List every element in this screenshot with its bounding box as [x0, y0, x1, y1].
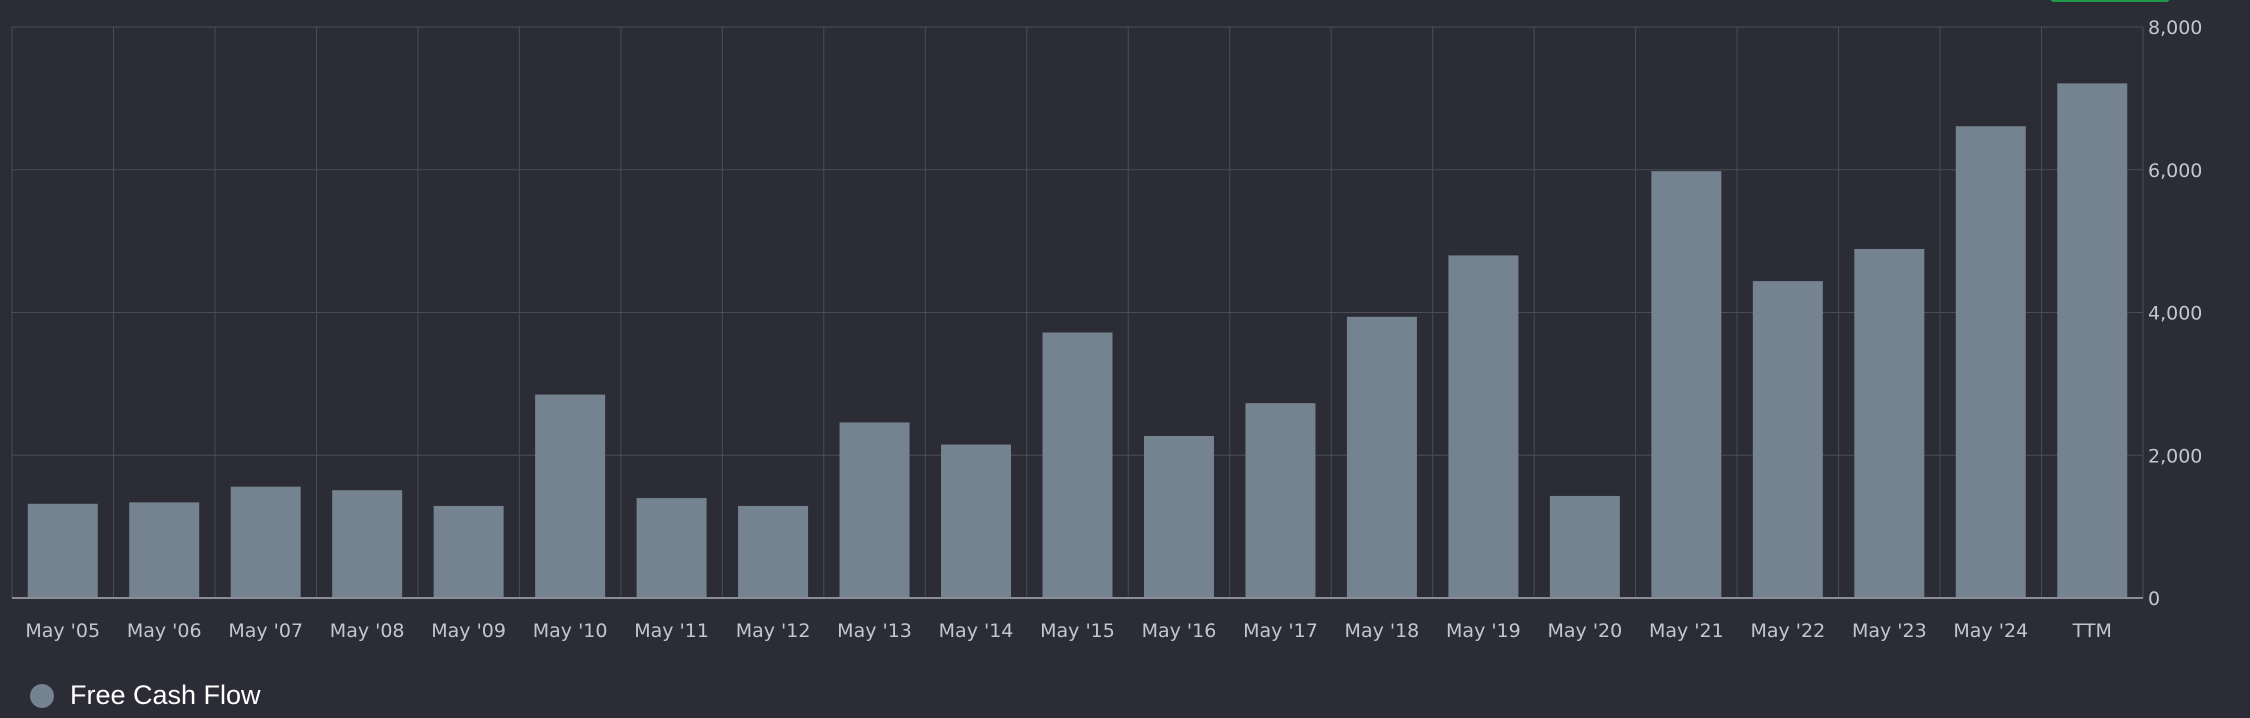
- y-tick-label: 0: [2148, 588, 2160, 610]
- bar[interactable]: [230, 486, 301, 598]
- x-tick-label: May '07: [228, 620, 303, 642]
- x-tick-label: May '13: [837, 620, 912, 642]
- bars-layer: [27, 83, 2128, 599]
- y-tick-label: 6,000: [2148, 160, 2202, 182]
- x-tick-label: May '18: [1345, 620, 1420, 642]
- x-tick-label: May '14: [939, 620, 1014, 642]
- axis-layer: 0 2,000 4,000 6,000 8,000 May '05 May '06 May '…: [12, 17, 2202, 642]
- bar[interactable]: [738, 505, 809, 598]
- y-tick-label: 8,000: [2148, 17, 2202, 39]
- x-tick-label: May '21: [1649, 620, 1724, 642]
- bar[interactable]: [1042, 332, 1113, 598]
- bar[interactable]: [1955, 126, 2026, 599]
- x-tick-label: May '10: [533, 620, 608, 642]
- x-tick-label: May '09: [431, 620, 506, 642]
- bar[interactable]: [1346, 316, 1417, 598]
- bar[interactable]: [433, 505, 504, 598]
- bar[interactable]: [1549, 495, 1620, 598]
- x-tick-label: May '16: [1142, 620, 1217, 642]
- bar[interactable]: [27, 503, 98, 598]
- bar[interactable]: [332, 490, 403, 598]
- bar[interactable]: [1854, 248, 1925, 598]
- x-tick-label: May '05: [25, 620, 100, 642]
- x-tick-label: May '23: [1852, 620, 1927, 642]
- bar[interactable]: [1245, 403, 1316, 598]
- bar[interactable]: [2057, 83, 2128, 599]
- x-tick-label: May '20: [1548, 620, 1623, 642]
- bar[interactable]: [1143, 435, 1214, 598]
- x-tick-label: May '08: [330, 620, 405, 642]
- bar[interactable]: [1448, 255, 1519, 598]
- bar[interactable]: [1651, 171, 1722, 599]
- y-tick-label: 2,000: [2148, 445, 2202, 467]
- bar[interactable]: [1752, 281, 1823, 598]
- x-tick-label: May '17: [1243, 620, 1318, 642]
- x-tick-label: May '15: [1040, 620, 1115, 642]
- x-tick-label: May '12: [736, 620, 811, 642]
- x-tick-label: May '24: [1953, 620, 2028, 642]
- x-tick-label: TTM: [2072, 620, 2112, 642]
- legend-swatch-free-cash-flow: [30, 683, 54, 708]
- bar[interactable]: [535, 394, 606, 598]
- x-tick-label: May '11: [634, 620, 709, 642]
- x-tick-label: May '19: [1446, 620, 1521, 642]
- bar[interactable]: [636, 498, 707, 598]
- bar[interactable]: [839, 422, 910, 598]
- bar[interactable]: [941, 444, 1012, 598]
- x-tick-label: May '22: [1750, 620, 1825, 642]
- y-tick-label: 4,000: [2148, 303, 2202, 325]
- top-action-badge[interactable]: [2050, 0, 2170, 2]
- legend: Free Cash Flow: [30, 680, 261, 711]
- bar[interactable]: [129, 502, 200, 598]
- x-tick-label: May '06: [127, 620, 202, 642]
- legend-label-free-cash-flow: Free Cash Flow: [70, 680, 261, 710]
